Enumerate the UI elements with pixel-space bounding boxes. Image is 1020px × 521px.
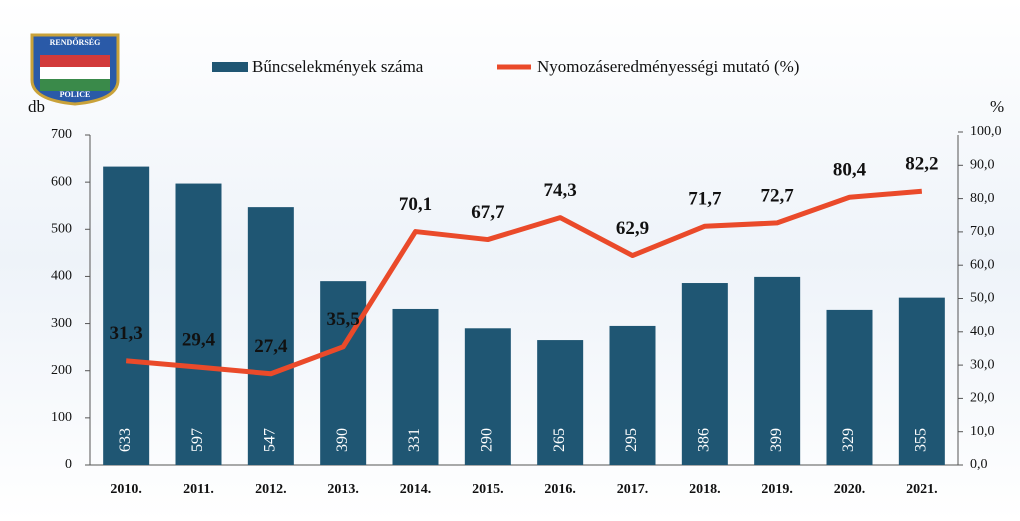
bar-value-label: 329 (840, 428, 857, 452)
line-value-label: 67,7 (471, 202, 505, 223)
x-tick-label: 2011. (183, 482, 214, 497)
y-tick-label: 0 (65, 457, 72, 472)
bar (103, 166, 150, 466)
x-tick-label: 2021. (906, 482, 938, 497)
bar-value-label: 386 (696, 428, 713, 452)
y2-tick-label: 70,0 (970, 224, 995, 239)
logo-stripe (40, 67, 110, 79)
bar (320, 281, 367, 465)
bar-value-label: 547 (262, 428, 279, 452)
y-axis-label: db (28, 97, 45, 116)
logo: RENDŐRSÉG POLICE (30, 33, 120, 106)
x-tick-label: 2018. (689, 482, 721, 497)
bar-value-label: 355 (913, 428, 930, 452)
x-tick-label: 2013. (327, 482, 359, 497)
x-tick-label: 2019. (761, 482, 793, 497)
bar (754, 276, 801, 465)
bar (247, 207, 294, 465)
logo-stripe (40, 55, 110, 67)
bar (609, 325, 656, 465)
bar-value-label: 295 (623, 428, 640, 452)
legend-label: Bűncselekmények száma (252, 57, 424, 76)
logo-text: POLICE (60, 90, 91, 99)
line-value-label: 82,2 (905, 154, 938, 175)
x-tick-label: 2020. (834, 482, 866, 497)
y2-tick-label: 0,0 (970, 457, 988, 472)
bar-value-label: 597 (189, 428, 206, 452)
bar (537, 340, 584, 465)
logo-text: RENDŐRSÉG (50, 37, 101, 47)
bar-value-label: 633 (117, 428, 134, 452)
y2-tick-label: 60,0 (970, 257, 995, 272)
line-value-label: 71,7 (688, 189, 722, 210)
bar (681, 283, 728, 465)
y-tick-label: 500 (51, 222, 72, 237)
legend-label: Nyomozáseredményességi mutató (%) (537, 57, 799, 76)
line-value-label: 31,3 (110, 323, 143, 344)
y2-tick-label: 80,0 (970, 191, 995, 206)
line (125, 188, 923, 377)
y2-tick-label: 30,0 (970, 357, 995, 372)
bar-value-label: 290 (479, 428, 496, 452)
y2-tick-label: 90,0 (970, 158, 995, 173)
y2-axis-label: % (990, 97, 1004, 116)
x-tick-label: 2017. (617, 482, 649, 497)
y-tick-label: 300 (51, 316, 72, 331)
logo-stripe (40, 79, 110, 91)
line-value-label: 72,7 (761, 185, 795, 206)
y2-tick-label: 20,0 (970, 391, 995, 406)
bar-value-label: 265 (551, 428, 568, 452)
line-value-label: 35,5 (327, 309, 360, 330)
bar (464, 328, 511, 465)
legend-swatch (212, 62, 248, 72)
line-value-label: 62,9 (616, 218, 649, 239)
x-tick-label: 2010. (110, 482, 142, 497)
bar (826, 309, 873, 465)
y2-tick-label: 10,0 (970, 424, 995, 439)
line-value-label: 74,3 (544, 180, 577, 201)
y2-tick-label: 100,0 (970, 124, 1002, 139)
bar-value-label: 399 (768, 428, 785, 452)
x-tick-label: 2014. (400, 482, 432, 497)
line-value-label: 80,4 (833, 160, 867, 181)
y-tick-label: 400 (51, 269, 72, 284)
y-tick-label: 600 (51, 174, 72, 189)
bar (898, 297, 945, 465)
y-tick-label: 100 (51, 410, 72, 425)
x-tick-label: 2015. (472, 482, 504, 497)
x-tick-label: 2012. (255, 482, 287, 497)
bar (392, 308, 439, 465)
line-value-label: 27,4 (254, 336, 288, 357)
bar (175, 183, 222, 466)
bar-value-label: 390 (334, 428, 351, 452)
line-value-label: 29,4 (182, 329, 216, 350)
line-value-label: 70,1 (399, 194, 432, 215)
bar-value-label: 331 (406, 428, 423, 452)
y-tick-label: 700 (51, 127, 72, 142)
y2-tick-label: 50,0 (970, 291, 995, 306)
x-tick-label: 2016. (544, 482, 576, 497)
y2-tick-label: 40,0 (970, 324, 995, 339)
y-tick-label: 200 (51, 363, 72, 378)
